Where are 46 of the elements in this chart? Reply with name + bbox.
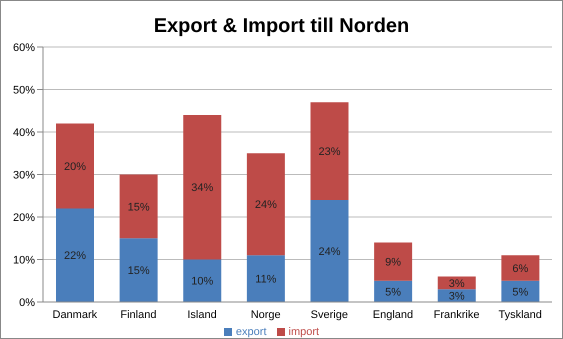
y-tick-label: 40% — [12, 126, 36, 139]
bar — [310, 200, 348, 302]
chart-title: Export & Import till Norden — [152, 15, 410, 39]
y-tick-label: 20% — [12, 212, 36, 224]
data-label: 10% — [191, 276, 214, 288]
bar — [246, 153, 285, 256]
x-tick-label: Tyskland — [498, 308, 542, 321]
data-label: 23% — [318, 146, 341, 158]
legend-label: import — [288, 326, 320, 338]
data-label: 15% — [128, 201, 150, 214]
data-label: 20% — [64, 160, 86, 173]
data-label: 9% — [385, 256, 402, 269]
data-label: 11% — [255, 274, 277, 286]
bar — [120, 174, 158, 238]
bar — [310, 102, 348, 200]
bar — [246, 255, 285, 302]
legend-label: export — [236, 326, 266, 338]
bar — [183, 260, 222, 302]
data-label: 6% — [512, 262, 529, 275]
data-label: 24% — [318, 246, 341, 258]
bar — [56, 208, 94, 302]
y-tick-label: 50% — [12, 84, 36, 96]
data-label: 3% — [448, 278, 465, 290]
bar — [374, 242, 412, 281]
x-tick-label: Danmark — [52, 308, 98, 321]
data-label: 24% — [254, 199, 278, 212]
y-tick-label: 10% — [12, 254, 36, 266]
data-label: 5% — [512, 286, 529, 298]
x-tick-label: Sverige — [310, 308, 348, 321]
bar — [56, 124, 94, 208]
x-tick-label: England — [372, 308, 414, 321]
x-tick-label: Finland — [120, 308, 156, 321]
x-tick-label: Norge — [250, 308, 281, 321]
y-tick-label: 30% — [12, 169, 36, 182]
data-label: 5% — [385, 286, 402, 298]
bar — [183, 115, 222, 260]
bar — [120, 238, 158, 302]
data-label: 34% — [191, 182, 214, 194]
y-tick-label: 0% — [19, 296, 36, 309]
x-tick-label: Island — [187, 308, 217, 321]
y-tick-label: 60% — [12, 42, 36, 54]
data-label: 22% — [64, 250, 86, 262]
data-label: 15% — [128, 265, 150, 278]
x-tick-label: Frankrike — [434, 308, 480, 321]
data-label: 3% — [448, 290, 465, 303]
bar — [501, 255, 540, 281]
